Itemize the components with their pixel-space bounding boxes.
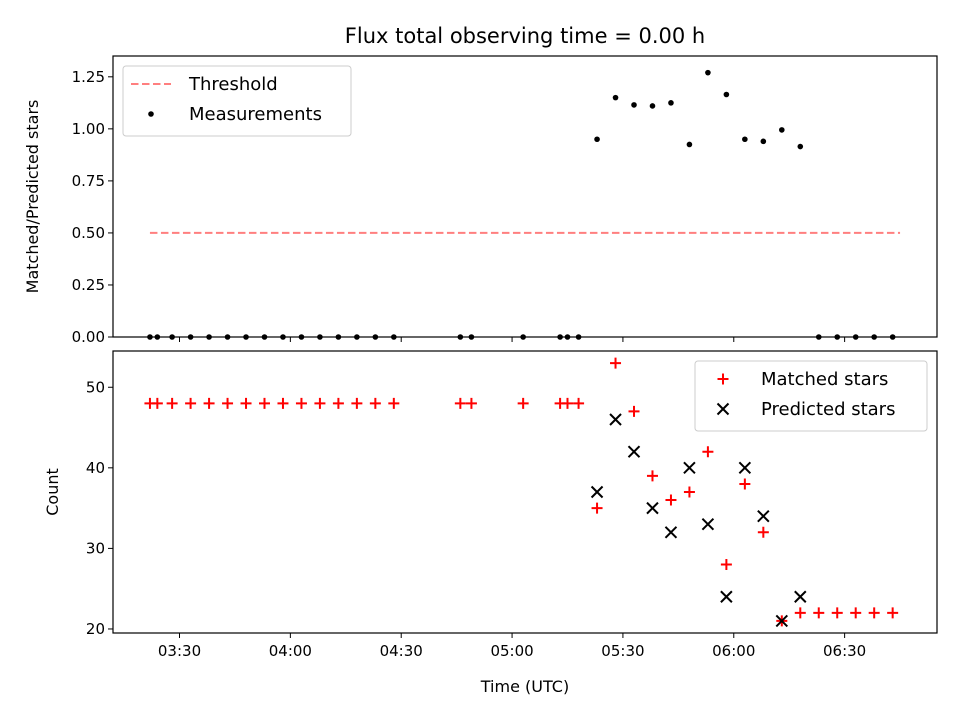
y-tick-label-0-0: 0.00 (72, 328, 105, 346)
series-1-1-point-1 (609, 413, 622, 426)
y-axis-label-1: Count (43, 468, 62, 516)
series-1-0-point-6 (240, 397, 252, 409)
series-1-0-point-19 (561, 397, 573, 409)
series-1-1-point-8 (738, 461, 752, 475)
series-1-0-point-26 (683, 486, 695, 498)
series-0-0-point-21 (594, 136, 600, 143)
series-1-0-point-27 (702, 446, 714, 458)
series-1-1-point-2 (627, 445, 641, 458)
x-tick-label-2: 04:30 (380, 642, 423, 660)
series-1-0-point-16 (465, 397, 477, 409)
series-1-1-point-9 (757, 509, 770, 523)
series-1-0-point-29 (739, 478, 751, 490)
series-1-1-point-5 (683, 461, 696, 475)
legend-0: Threshold Measurements (122, 65, 352, 137)
series-1-0-point-10 (314, 397, 326, 409)
series-1-0-point-22 (610, 357, 622, 369)
series-1-0-point-33 (813, 607, 825, 619)
x-tick-label-4: 05:30 (601, 642, 644, 660)
series-1-0-point-15 (454, 397, 466, 409)
series-1-0-point-9 (295, 397, 307, 409)
series-0-0-point-28 (723, 91, 730, 98)
series-1-0-point-11 (332, 397, 344, 409)
legend-label-1-1: Predicted stars (761, 399, 895, 420)
series-1-0-point-1 (151, 397, 163, 409)
series-1-0-point-3 (185, 397, 197, 409)
x-tick-label-5: 06:00 (712, 642, 755, 660)
series-0-0-point-32 (797, 143, 804, 150)
series-1-0-point-37 (887, 607, 899, 619)
series-1-0-point-24 (646, 470, 658, 482)
series-1-0-point-4 (203, 397, 215, 409)
y-tick-label-1-1: 30 (86, 539, 105, 557)
series-1-0-point-28 (720, 559, 732, 571)
x-axis-label: Time (UTC) (480, 677, 569, 696)
axes-frame-0 (112, 55, 938, 338)
y-tick-label-0-4: 1.00 (72, 120, 105, 138)
series-0-0-point-26 (686, 141, 693, 148)
series-1-0-point-13 (369, 397, 381, 409)
legend-box-1 (694, 360, 928, 432)
y-tick-label-0-2: 0.50 (72, 224, 105, 242)
series-1-0-point-17 (517, 397, 529, 409)
series-0-0-point-24 (649, 103, 656, 109)
y-tick-label-0-3: 0.75 (72, 172, 105, 190)
x-tick-label-3: 05:00 (490, 642, 533, 660)
legend-label-0-1: Measurements (189, 104, 322, 125)
legend-1: Matched stars Predicted stars (694, 360, 928, 432)
y-axis-label-0: Matched/Predicted stars (23, 100, 42, 294)
series-1-0-point-12 (351, 397, 363, 409)
series-0-0-point-30 (760, 138, 767, 145)
series-1-1-point-11 (794, 590, 807, 603)
y-tick-label-0-1: 0.25 (72, 276, 105, 294)
series-0-0-point-31 (779, 127, 785, 133)
legend-label-1-0: Matched stars (761, 369, 888, 390)
top-panel: 0.00 0.25 0.50 0.75 1.00 1.25 Matched/Predicte… (23, 55, 938, 346)
series-0-0-point-25 (668, 100, 674, 106)
chart-title: Flux total observing time = 0.00 h (345, 24, 705, 48)
bottom-panel: 20 30 40 50 03:30 04:00 04:30 05:00 05:30 06:00 06… (43, 350, 938, 660)
series-1-0-point-2 (166, 397, 178, 409)
series-1-1-point-7 (720, 590, 733, 603)
series-predicted-stars (590, 413, 807, 628)
series-0-0-point-22 (612, 94, 619, 101)
legend-handle-1-point-1 (716, 402, 730, 416)
series-1-0-point-21 (591, 502, 603, 514)
series-0-0-point-27 (705, 69, 711, 76)
series-0-0-point-23 (631, 102, 637, 108)
series-1-0-point-20 (573, 397, 585, 409)
x-tick-label-1: 04:00 (269, 642, 312, 660)
series-1-1-point-4 (664, 526, 678, 539)
series-1-0-point-14 (388, 397, 400, 409)
series-matched-stars (144, 357, 899, 627)
series-1-1-point-6 (701, 518, 715, 531)
y-tick-label-1-3: 50 (86, 378, 105, 396)
series-1-0-point-8 (277, 397, 289, 409)
series-1-0-point-7 (258, 397, 270, 409)
series-0-0-point-29 (742, 136, 748, 143)
series-1-0-point-34 (831, 607, 843, 619)
legend-handle-0-point-1 (148, 111, 154, 117)
series-1-0-point-23 (628, 405, 640, 417)
legend-handle-1-point-0 (717, 373, 729, 385)
series-1-1-point-10 (775, 614, 789, 628)
x-tick-label-0: 03:30 (158, 642, 201, 660)
series-1-0-point-25 (665, 494, 677, 506)
series-1-0-point-36 (868, 607, 880, 619)
y-tick-label-1-2: 40 (86, 459, 105, 477)
x-tick-label-6: 06:30 (823, 642, 866, 660)
y-tick-label-0-5: 1.25 (72, 68, 105, 86)
legend-label-0-0: Threshold (188, 74, 278, 95)
series-1-0-point-32 (794, 607, 806, 619)
axes-frame-1 (112, 350, 938, 634)
series-1-1-point-3 (646, 501, 659, 515)
series-1-0-point-5 (222, 397, 234, 409)
series-1-0-point-30 (757, 526, 769, 538)
series-1-0-point-35 (850, 607, 862, 619)
y-tick-label-1-0: 20 (86, 620, 105, 638)
series-1-1-point-0 (590, 485, 604, 499)
legend-box-0 (122, 65, 352, 137)
